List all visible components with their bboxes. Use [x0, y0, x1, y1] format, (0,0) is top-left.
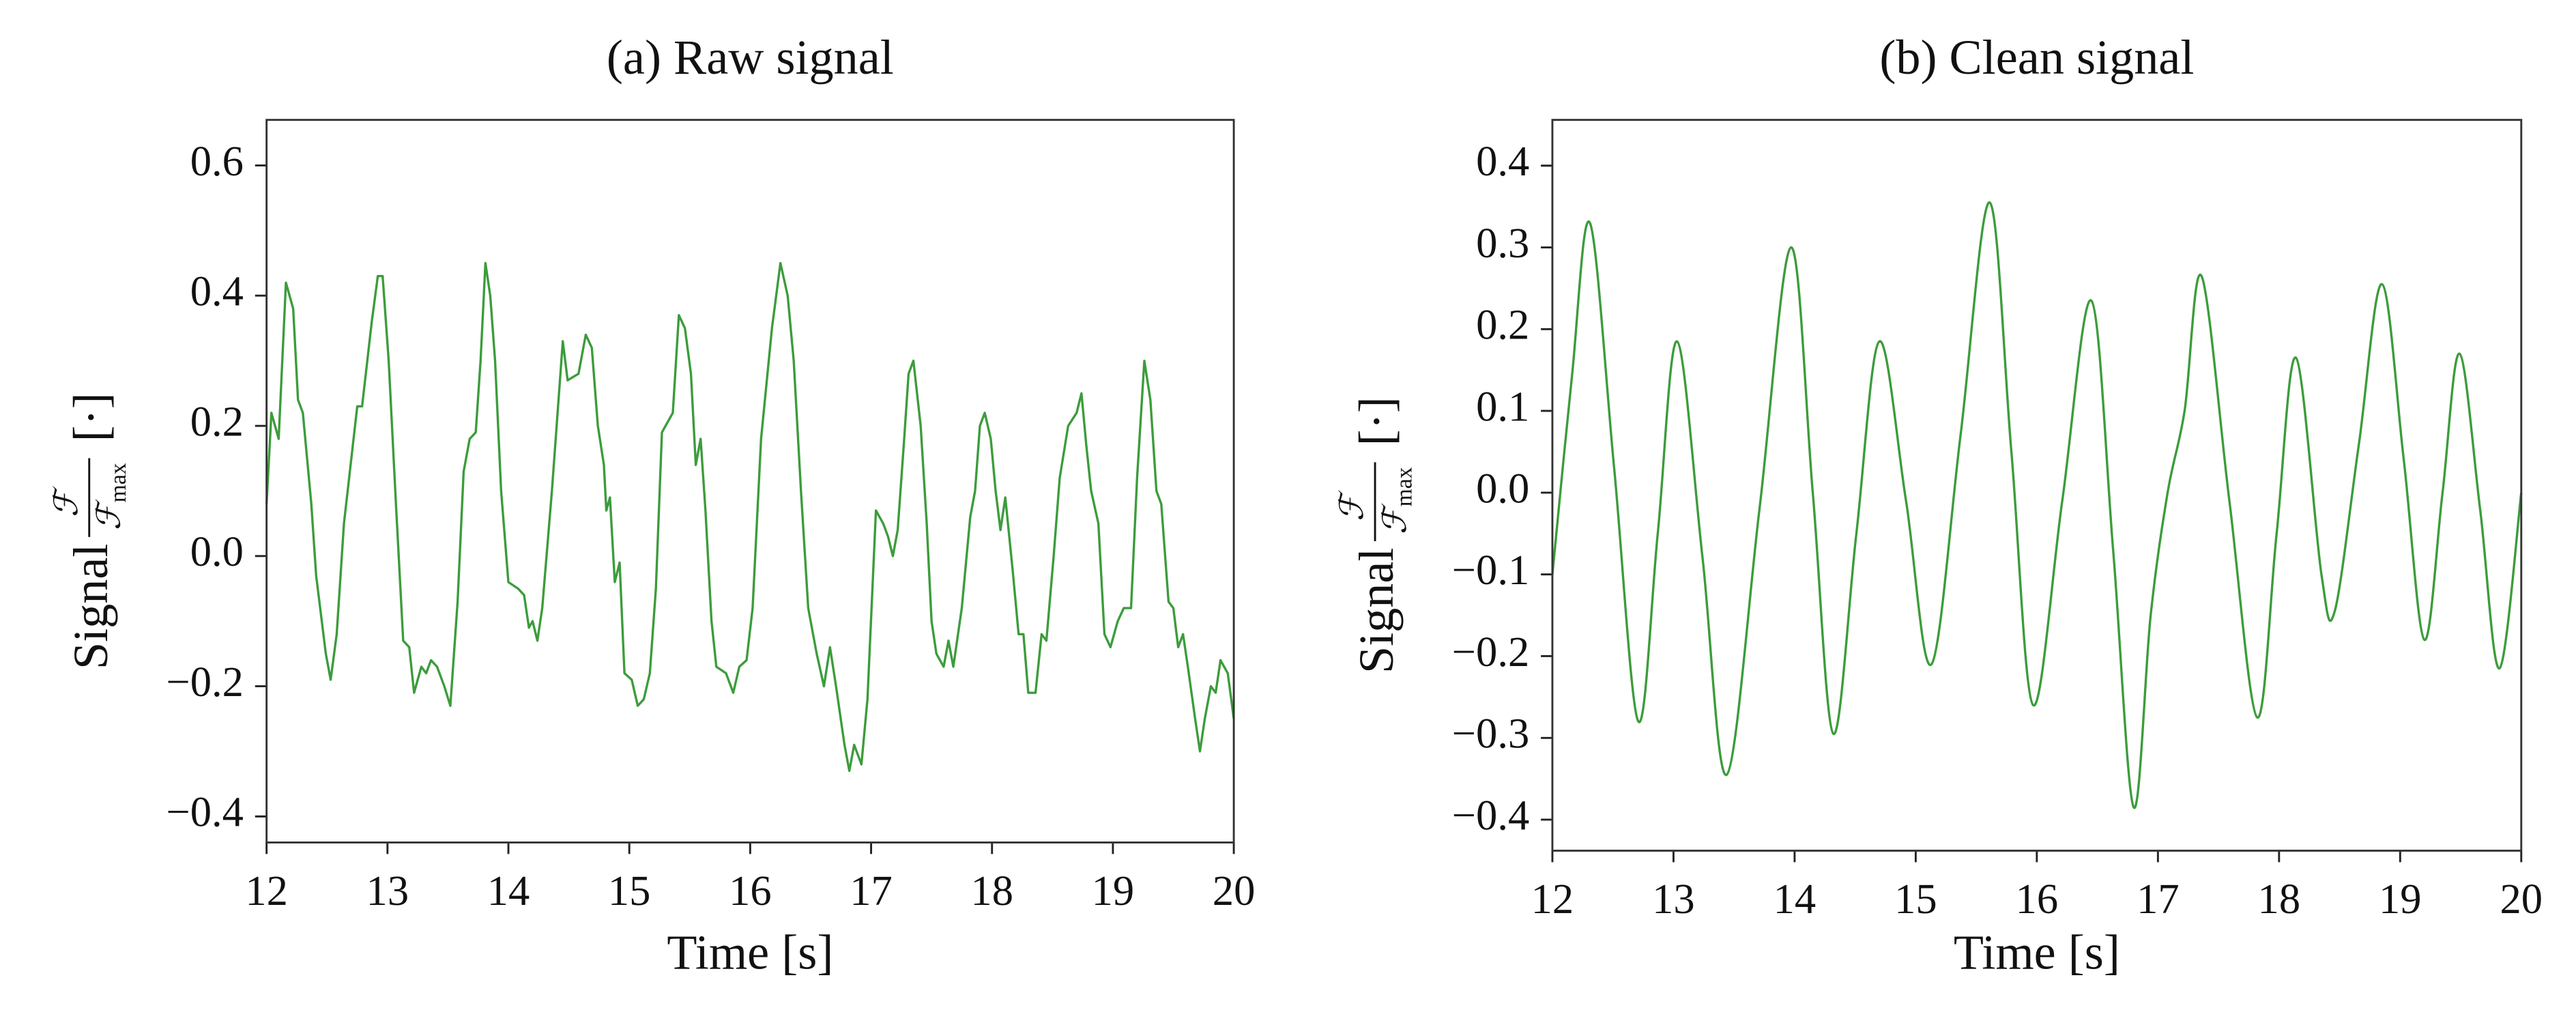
- y-tick-label: 0.4: [190, 268, 244, 315]
- y-tick-label: 0.4: [1476, 137, 1529, 185]
- y-tick-label: 0.3: [1476, 219, 1529, 267]
- y-tick-label: −0.3: [1452, 710, 1529, 758]
- y-tick-label: 0.2: [190, 397, 244, 445]
- chart-panel: (a) Raw signal −0.4 −0.2 0.0 0.2 0.4 0.6 12 13 14…: [48, 30, 1255, 980]
- y-tick-label: 0.1: [1476, 382, 1529, 430]
- x-axis-label: Time [s]: [667, 925, 833, 980]
- x-tick-label: 14: [487, 867, 530, 914]
- x-tick-label: 19: [1092, 867, 1135, 914]
- y-label-text: Signal: [1349, 548, 1404, 674]
- x-tick-label: 12: [245, 867, 288, 914]
- y-label-numerator: ℱ: [48, 486, 85, 517]
- x-tick-label: 18: [970, 867, 1013, 914]
- y-label-denominator-sub: max: [1392, 467, 1417, 506]
- y-label-denominator: ℱ: [91, 499, 127, 530]
- y-tick-label: −0.4: [1452, 791, 1529, 839]
- x-tick-label: 13: [366, 867, 409, 914]
- chart-title: (a) Raw signal: [607, 30, 894, 85]
- y-tick-label: 0.6: [190, 137, 244, 185]
- x-tick-label: 15: [1894, 875, 1937, 923]
- y-tick-label: −0.1: [1452, 546, 1529, 594]
- x-tick-label: 20: [1213, 867, 1256, 914]
- y-tick-label: 0.0: [190, 528, 244, 575]
- y-tick-label: 0.0: [1476, 464, 1529, 512]
- y-label-unit: [·]: [1349, 396, 1404, 446]
- y-tick-label: −0.2: [1452, 628, 1529, 676]
- plot-frame: [265, 119, 1235, 843]
- y-label-text: Signal: [63, 544, 118, 670]
- x-tick-label: 16: [729, 867, 772, 914]
- x-tick-label: 15: [608, 867, 651, 914]
- x-tick-label: 13: [1652, 875, 1695, 923]
- y-tick-label: 0.2: [1476, 301, 1529, 349]
- y-label-numerator: ℱ: [1334, 490, 1370, 521]
- signal-line: [265, 261, 1235, 773]
- y-tick-label: −0.2: [166, 658, 243, 706]
- x-tick-label: 12: [1531, 875, 1574, 923]
- signal-line: [1551, 201, 2523, 809]
- x-tick-label: 16: [2016, 875, 2059, 923]
- x-axis-label: Time [s]: [1954, 925, 2120, 980]
- y-label-denominator-sub: max: [106, 463, 131, 502]
- y-label-denominator: ℱ: [1377, 503, 1413, 534]
- x-tick-label: 17: [850, 867, 893, 914]
- x-tick-label: 20: [2500, 875, 2543, 923]
- x-tick-label: 18: [2258, 875, 2301, 923]
- y-label-unit: [·]: [63, 392, 118, 442]
- x-tick-label: 17: [2137, 875, 2180, 923]
- y-tick-label: −0.4: [166, 788, 243, 836]
- x-tick-label: 14: [1774, 875, 1817, 923]
- x-tick-label: 19: [2379, 875, 2422, 923]
- chart-panel: (b) Clean signal −0.4 −0.3 −0.2 −0.1 0.0 0.1 0.…: [1334, 30, 2543, 980]
- chart-title: (b) Clean signal: [1879, 30, 2194, 85]
- plot-frame: [1551, 119, 2523, 852]
